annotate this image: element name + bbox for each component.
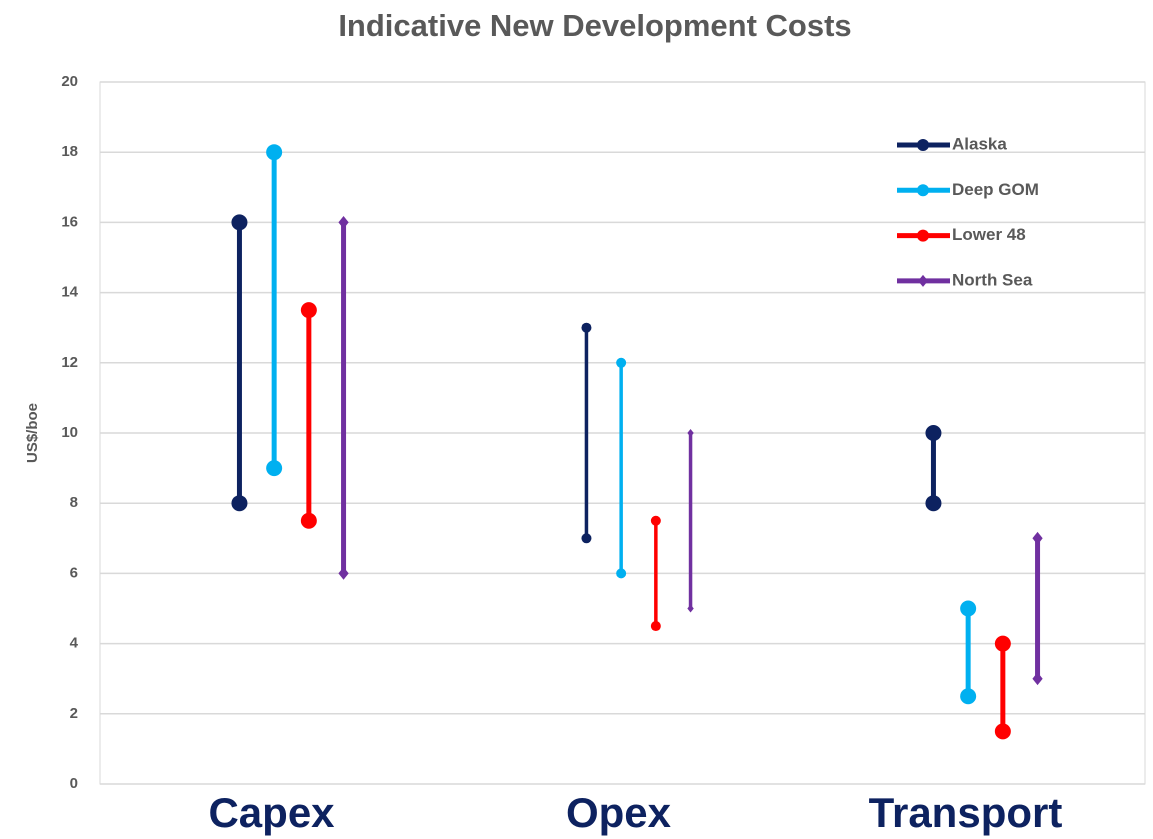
marker: [994, 635, 1011, 652]
y-tick-label: 8: [70, 494, 78, 511]
legend-label: Alaska: [952, 134, 1007, 153]
y-axis-label: US$/boe: [24, 403, 41, 463]
marker: [581, 533, 592, 544]
marker: [960, 600, 977, 617]
marker: [994, 723, 1011, 740]
category-label: Capex: [208, 789, 335, 836]
marker: [925, 425, 942, 441]
y-tick-label: 6: [70, 564, 78, 581]
marker: [266, 460, 283, 477]
y-tick-label: 10: [61, 424, 78, 441]
chart-title: Indicative New Development Costs: [338, 8, 851, 43]
marker: [1032, 531, 1043, 545]
legend-marker: [917, 229, 929, 242]
y-tick-label: 12: [61, 354, 78, 371]
legend-label: Deep GOM: [952, 180, 1039, 199]
marker: [687, 604, 694, 613]
marker: [300, 302, 317, 319]
y-tick-label: 18: [61, 143, 78, 160]
marker: [266, 144, 283, 161]
marker: [960, 688, 977, 705]
marker: [616, 568, 627, 579]
marker: [338, 567, 349, 580]
legend-marker: [918, 274, 928, 287]
category-label: Opex: [566, 789, 672, 836]
y-tick-label: 0: [70, 775, 78, 792]
y-tick-label: 4: [70, 635, 79, 652]
legend-label: Lower 48: [952, 225, 1026, 244]
marker: [687, 429, 694, 437]
legend-marker: [917, 139, 929, 151]
marker: [616, 357, 627, 368]
marker: [231, 495, 248, 512]
marker: [650, 515, 661, 526]
marker: [1032, 672, 1043, 686]
marker: [581, 322, 592, 333]
marker: [925, 495, 942, 512]
marker: [300, 512, 317, 529]
legend-marker: [917, 184, 929, 197]
y-tick-label: 16: [61, 213, 78, 230]
marker: [231, 214, 248, 231]
y-tick-label: 20: [61, 73, 78, 90]
y-tick-label: 14: [61, 284, 78, 301]
legend-label: North Sea: [952, 270, 1033, 289]
marker: [338, 216, 349, 229]
marker: [650, 621, 661, 632]
y-tick-label: 2: [70, 705, 78, 722]
category-label: Transport: [869, 789, 1063, 836]
